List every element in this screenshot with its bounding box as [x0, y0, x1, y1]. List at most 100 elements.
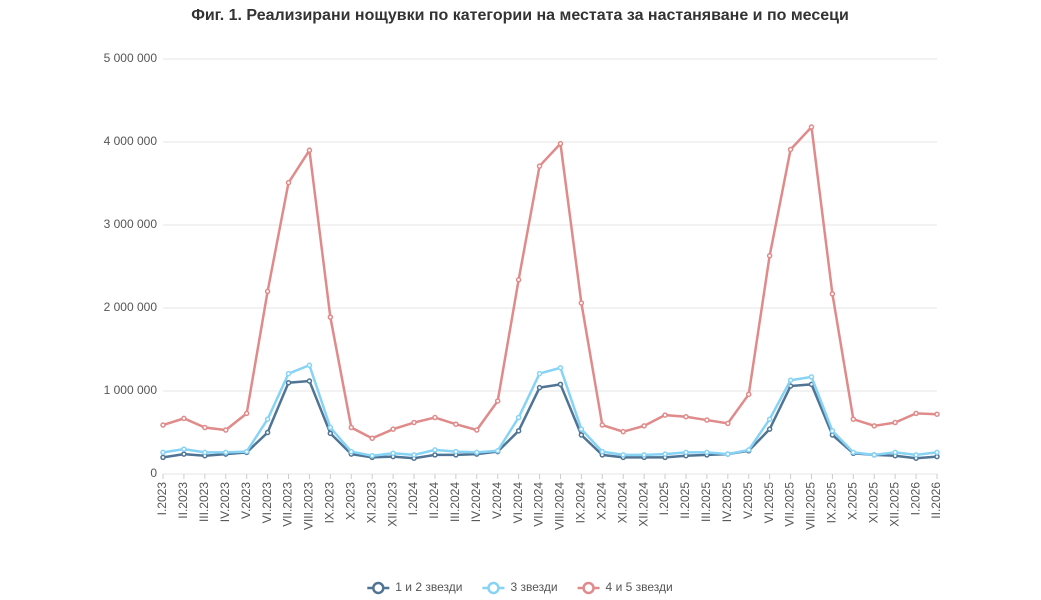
data-point — [432, 414, 438, 421]
data-point — [913, 452, 919, 458]
data-point — [725, 451, 731, 457]
x-tick-label: XI.2024 — [615, 482, 629, 524]
data-point — [306, 378, 313, 384]
data-point — [850, 449, 857, 456]
x-tick-label: VI.2023 — [260, 482, 274, 524]
data-point — [494, 448, 501, 454]
data-point — [181, 415, 187, 422]
legend-swatch — [582, 581, 595, 595]
x-tick-label: XII.2024 — [636, 482, 650, 527]
data-point — [536, 370, 543, 377]
data-point — [620, 428, 626, 435]
data-point — [285, 370, 292, 377]
x-tick-label: V.2024 — [490, 482, 504, 519]
data-point — [327, 314, 334, 320]
data-point — [787, 377, 794, 383]
y-tick-label: 4 000 000 — [104, 134, 158, 148]
x-tick-label: VII.2024 — [532, 482, 546, 527]
data-point — [683, 413, 689, 420]
data-point — [557, 381, 564, 388]
legend-swatch — [372, 581, 385, 595]
data-point — [348, 448, 355, 455]
legend-label: 1 и 2 звезди — [395, 580, 462, 594]
data-point — [369, 452, 375, 459]
x-tick-label: III.2024 — [448, 482, 462, 522]
x-tick-label: V.2023 — [239, 482, 253, 519]
data-point — [181, 451, 187, 457]
data-point — [704, 449, 710, 456]
y-tick-label: 0 — [150, 466, 157, 480]
x-tick-label: IV.2023 — [218, 482, 232, 523]
data-point — [285, 379, 292, 386]
x-tick-label: IX.2024 — [574, 482, 588, 524]
data-point — [202, 424, 208, 431]
data-point — [390, 426, 396, 432]
data-point — [871, 452, 877, 458]
x-tick-label: II.2026 — [929, 482, 943, 519]
series-line — [162, 379, 938, 460]
data-point — [515, 428, 522, 434]
data-point — [306, 362, 313, 369]
data-point — [578, 432, 585, 438]
x-tick-label: I.2024 — [406, 482, 420, 516]
data-point — [829, 291, 836, 297]
data-point — [160, 454, 166, 461]
data-point — [725, 420, 731, 427]
data-point — [641, 452, 647, 458]
x-tick-label: VII.2025 — [783, 482, 797, 527]
data-point — [934, 411, 940, 417]
data-point — [766, 426, 773, 432]
x-tick-label: II.2023 — [176, 482, 190, 519]
data-point — [850, 416, 857, 422]
data-point — [641, 423, 647, 429]
data-point — [181, 446, 187, 452]
x-tick-label: VI.2024 — [511, 482, 525, 524]
data-point — [327, 424, 334, 431]
data-point — [432, 447, 438, 453]
x-tick-label: III.2023 — [197, 482, 211, 522]
data-point — [264, 288, 271, 295]
data-point — [599, 422, 606, 428]
legend-item: 1 и 2 звезди — [367, 580, 462, 595]
data-point — [662, 451, 668, 457]
x-tick-label: X.2023 — [343, 482, 357, 520]
data-point — [411, 452, 417, 458]
x-tick-label: VIII.2024 — [553, 482, 567, 530]
legend-item: 4 и 5 звезди — [577, 580, 673, 595]
data-point — [599, 448, 606, 455]
data-point — [243, 410, 250, 417]
x-tick-label: IV.2024 — [469, 482, 483, 523]
x-tick-label: IX.2025 — [825, 482, 839, 524]
data-point — [432, 452, 438, 458]
x-tick-label: XI.2023 — [364, 482, 378, 524]
data-point — [871, 423, 877, 429]
data-point — [390, 450, 396, 456]
data-point — [223, 427, 229, 433]
data-point — [536, 384, 543, 391]
x-tick-label: X.2025 — [845, 482, 859, 520]
data-point — [934, 449, 940, 456]
data-point — [557, 140, 564, 147]
data-point — [892, 419, 898, 426]
legend-swatch — [487, 581, 500, 595]
x-tick-label: VIII.2025 — [804, 482, 818, 530]
data-point — [474, 449, 480, 456]
data-point — [453, 448, 459, 455]
x-tick-label: I.2023 — [155, 482, 169, 516]
data-point — [766, 416, 773, 422]
data-point — [620, 452, 626, 458]
x-tick-label: XII.2023 — [385, 482, 399, 527]
data-point — [683, 449, 689, 456]
legend: 1 и 2 звезди 3 звезди 4 и 5 звезди — [367, 580, 673, 595]
data-point — [913, 410, 919, 417]
series-line — [162, 363, 938, 458]
data-point — [243, 448, 250, 455]
x-tick-label: VI.2025 — [762, 482, 776, 524]
data-point — [662, 412, 668, 418]
y-tick-label: 3 000 000 — [104, 217, 158, 231]
data-point — [285, 179, 292, 186]
data-point — [453, 421, 459, 427]
series-line — [162, 124, 938, 440]
data-point — [515, 277, 522, 283]
